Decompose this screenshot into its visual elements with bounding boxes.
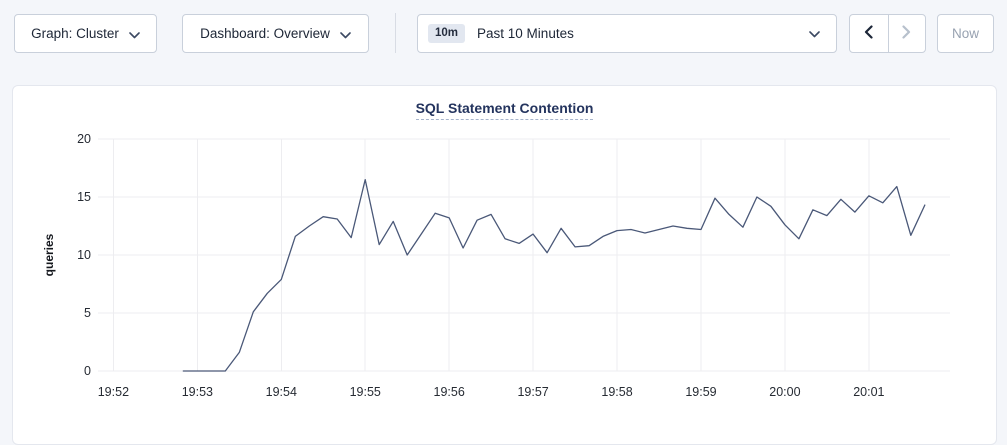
time-range-selector[interactable]: 10m Past 10 Minutes	[417, 14, 837, 53]
y-tick-label: 0	[84, 364, 91, 378]
now-button[interactable]: Now	[937, 14, 994, 53]
toolbar-divider	[395, 13, 396, 53]
contention-chart: 0 5 10 15 20 19:52 19:53 19:54 19:55 19:56 19:57 19…	[42, 132, 950, 399]
chevron-down-icon	[129, 27, 140, 42]
time-step-back-button[interactable]	[850, 15, 888, 52]
series-line	[182, 178, 926, 372]
y-tick-label: 20	[77, 132, 91, 146]
graph-dropdown-label: Graph: Cluster	[31, 26, 119, 41]
y-tick-label: 10	[77, 248, 91, 262]
x-tick-label: 20:01	[853, 385, 884, 399]
x-tick-label: 19:59	[685, 385, 716, 399]
time-step-forward-button[interactable]	[887, 15, 926, 52]
x-tick-label: 19:52	[98, 385, 129, 399]
time-range-label: Past 10 Minutes	[477, 26, 574, 41]
dashboard-dropdown[interactable]: Dashboard: Overview	[182, 14, 369, 53]
dashboard-dropdown-label: Dashboard: Overview	[200, 26, 330, 41]
x-tick-label: 19:58	[601, 385, 632, 399]
graph-dropdown[interactable]: Graph: Cluster	[14, 14, 157, 53]
toolbar: Graph: Cluster Dashboard: Overview 10m P…	[0, 0, 1007, 70]
chevron-right-icon	[902, 25, 911, 42]
y-tick-label: 15	[77, 190, 91, 204]
x-tick-label: 19:57	[517, 385, 548, 399]
x-tick-label: 19:54	[266, 385, 297, 399]
x-tick-label: 19:53	[182, 385, 213, 399]
y-tick-label: 5	[84, 306, 91, 320]
x-tick-label: 19:56	[434, 385, 465, 399]
time-range-badge: 10m	[428, 23, 466, 44]
chevron-left-icon	[864, 25, 873, 42]
chart-panel: 0 5 10 15 20 19:52 19:53 19:54 19:55 19:56 19:57 19…	[12, 85, 997, 445]
chart-title[interactable]: SQL Statement Contention	[415, 100, 594, 120]
chart-title-row: SQL Statement Contention	[13, 100, 996, 120]
chevron-down-icon	[809, 25, 820, 43]
chevron-down-icon	[340, 27, 351, 42]
time-step-button-group	[849, 14, 926, 53]
x-tick-label: 19:55	[350, 385, 381, 399]
y-axis-label: queries	[42, 233, 56, 276]
x-tick-label: 20:00	[769, 385, 800, 399]
